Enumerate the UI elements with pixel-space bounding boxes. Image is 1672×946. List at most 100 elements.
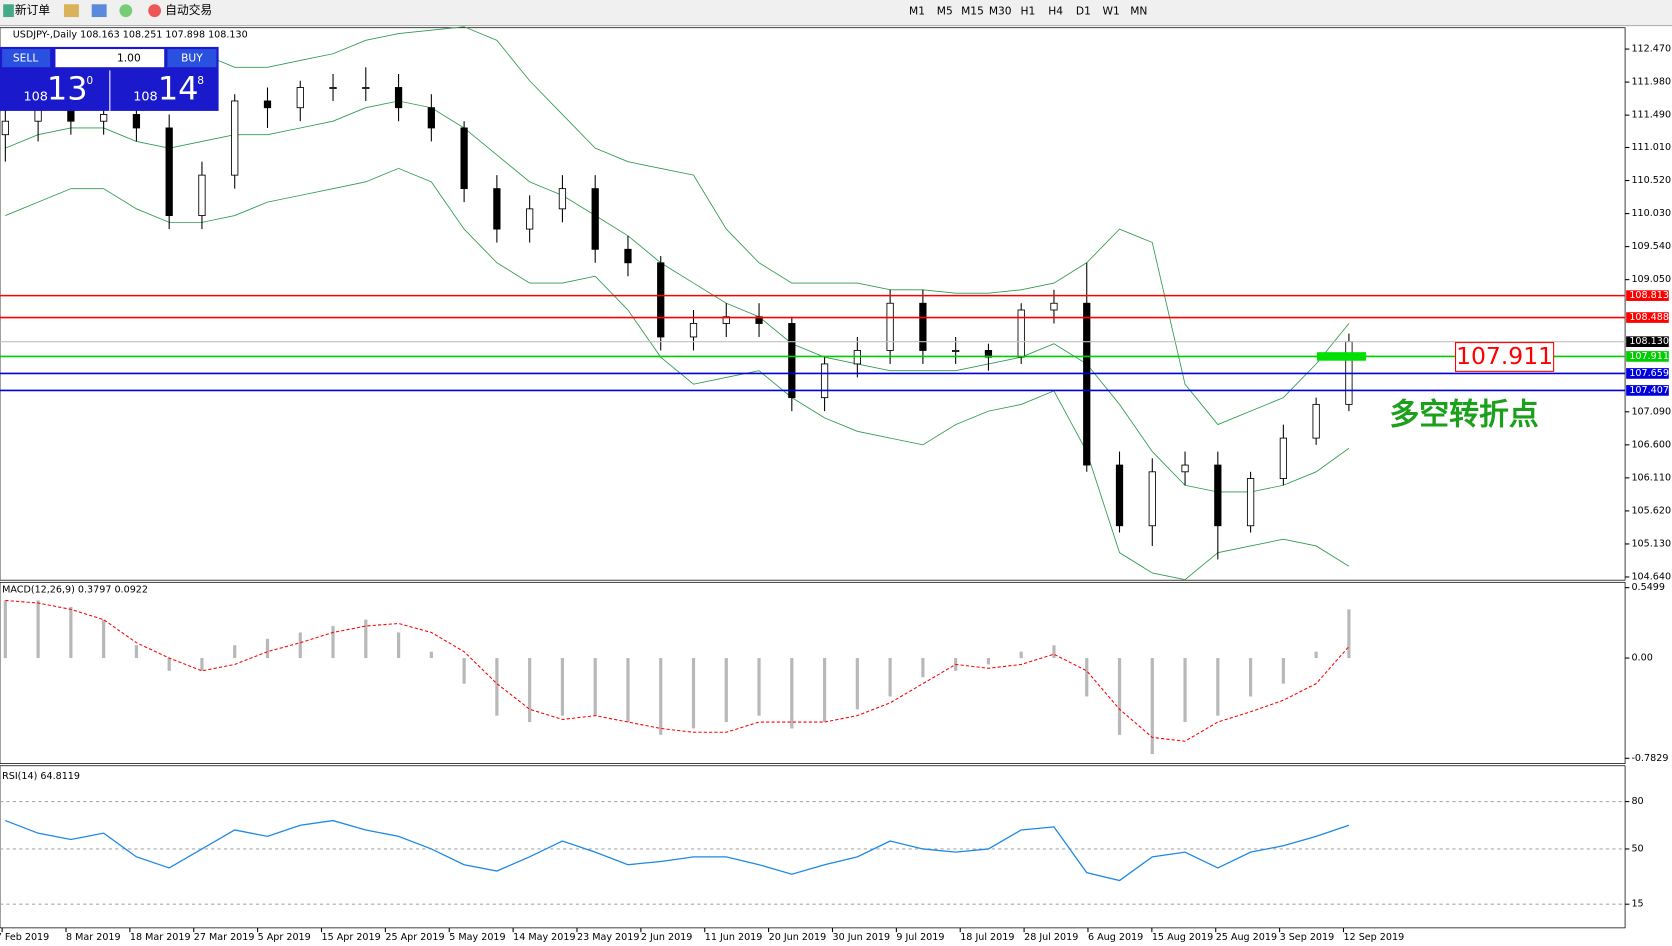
buy-price-big[interactable]: 108 [133,90,157,105]
candle-body [198,174,206,217]
timeframe-button[interactable]: M15 [961,5,984,18]
lot-input[interactable] [55,49,165,68]
candle-body [886,302,894,351]
candle-body [493,188,501,230]
y-tick-label: 111.490 [1631,110,1671,121]
macd-bar [757,658,761,716]
icon[interactable] [91,4,107,18]
macd-bar [134,645,139,659]
macd-bar [69,606,73,659]
macd-bar [1347,609,1351,659]
candle-body [558,188,567,210]
macd-bar [790,658,794,729]
candle-body [100,114,108,122]
current-price-label: 108.130 [1629,336,1669,347]
icon[interactable] [63,4,79,18]
macd-bar [659,658,663,735]
macd-bar [855,658,859,710]
candle-body [689,323,698,338]
macd-bar [1019,651,1023,659]
timeframe-button[interactable]: M1 [909,5,925,18]
candle-body [722,316,730,324]
macd-bar [102,619,106,659]
level-tag [1626,290,1669,301]
candle-body [624,248,632,264]
timeframe-button[interactable]: H1 [1021,5,1036,18]
macd-signal [5,599,1350,742]
y-tick-label: 111.980 [1631,77,1671,88]
bollinger-band [5,100,1350,493]
sell-button[interactable] [2,49,51,68]
annotation-price: 107.911 [1456,342,1553,370]
macd-bar [1314,651,1318,659]
y-tick-label: 109.050 [1631,274,1671,285]
candle-body [820,363,829,399]
timeframe-button[interactable]: H4 [1048,5,1063,18]
buy-label[interactable]: BUY [181,52,203,65]
y-tick-label: 111.010 [1631,142,1671,153]
level-tag [1626,312,1669,323]
level-label: 107.659 [1629,368,1669,379]
sell-price-pips[interactable]: 13 [47,70,88,108]
candle-body [591,188,599,250]
macd-bar [1183,658,1187,723]
macd-bar [331,626,335,659]
sell-price-frac[interactable]: 0 [86,74,93,87]
macd-bar [298,632,302,659]
x-tick-label: 15 Apr 2019 [321,932,380,943]
x-tick-label: 5 May 2019 [449,932,505,943]
macd-bar [462,658,466,684]
candle-body [952,350,960,352]
rsi-line [5,819,1350,882]
macd-bar [265,638,270,659]
x-tick-label: 9 Jul 2019 [896,932,944,943]
turning-marker [1316,352,1366,361]
level-label: 107.911 [1629,351,1669,362]
level-tag [1626,368,1669,379]
level-label: 108.813 [1629,290,1669,301]
candle-body [1050,302,1058,311]
timeframe-button[interactable]: M30 [989,5,1012,18]
timeframe-button[interactable]: M5 [937,5,953,18]
y-tick-label: 112.470 [1631,44,1671,55]
macd-bar [986,658,991,665]
sell-price-big[interactable]: 108 [23,90,47,105]
level-tag [1626,351,1669,362]
candle-body [231,100,239,176]
trade-panel: SELL 1.00 BUY 108 13 0 108 14 8 [0,46,219,111]
x-tick-label: 27 Mar 2019 [194,932,255,943]
candle-body [1,120,9,136]
y-tick-label: 106.600 [1631,439,1671,450]
macd-bar [429,651,433,659]
x-tick-label: 25 Aug 2019 [1216,932,1277,943]
indicator-header: MACD(12,26,9) 0.3797 0.0922 [2,584,148,595]
macd-bar [1216,658,1220,716]
candle-body [460,127,468,190]
sell-label[interactable]: SELL [13,52,38,65]
new-order-button[interactable]: 新订单 [15,3,50,17]
timeframe-button[interactable]: MN [1130,5,1147,18]
lot-value[interactable]: 1.00 [117,52,141,65]
y-tick-label: 110.030 [1631,208,1671,219]
buy-button[interactable] [167,49,217,68]
y-tick-label: 109.540 [1631,241,1671,252]
timeframe-button[interactable]: W1 [1102,5,1119,18]
candle-body [788,323,796,399]
timeframe-button[interactable]: D1 [1076,5,1091,18]
x-tick-label: 25 Apr 2019 [385,932,444,943]
macd-bar [495,658,499,716]
buy-price-pips[interactable]: 14 [158,70,199,108]
candle-body [329,87,337,89]
icon[interactable] [148,4,162,18]
buy-price-frac[interactable]: 8 [197,74,204,87]
macd-bar [1117,658,1122,735]
x-tick-label: 2 Jun 2019 [641,932,693,943]
candle-body [1214,464,1222,527]
candle-body [657,262,665,338]
macd-bar [691,658,696,729]
icon[interactable] [119,4,133,18]
candle-body [165,127,173,217]
auto-trading-button[interactable]: 自动交易 [165,3,212,17]
candle-body [427,107,435,129]
